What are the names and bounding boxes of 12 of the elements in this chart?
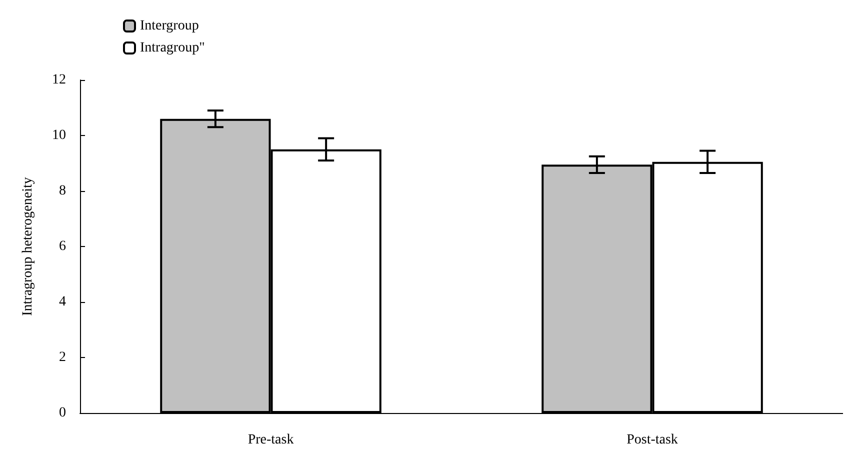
legend-label: Intragroup" bbox=[140, 40, 205, 56]
legend-label: Intergroup bbox=[140, 18, 199, 34]
x-tick-label: Pre-task bbox=[248, 432, 294, 448]
y-tick-label: 10 bbox=[52, 128, 66, 143]
y-tick-label: 6 bbox=[59, 239, 66, 254]
y-tick-label: 8 bbox=[59, 184, 66, 198]
x-tick-label: Post-task bbox=[626, 432, 678, 448]
y-tick-label: 12 bbox=[52, 72, 66, 88]
y-tick-label: 4 bbox=[59, 294, 66, 310]
y-tick-label: 0 bbox=[59, 406, 66, 420]
y-tick-label: 2 bbox=[59, 350, 66, 365]
y-axis-title: Intragroup heterogeneity bbox=[20, 177, 36, 316]
